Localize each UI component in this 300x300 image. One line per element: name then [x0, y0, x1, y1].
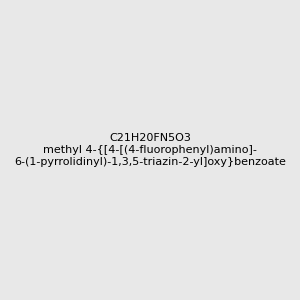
Text: C21H20FN5O3
methyl 4-{[4-[(4-fluorophenyl)amino]-
6-(1-pyrrolidinyl)-1,3,5-triaz: C21H20FN5O3 methyl 4-{[4-[(4-fluoropheny… [14, 134, 286, 166]
